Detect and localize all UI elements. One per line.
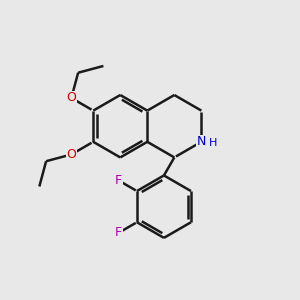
Text: F: F xyxy=(115,174,122,187)
Text: N: N xyxy=(197,135,206,148)
Text: F: F xyxy=(115,226,122,239)
Text: O: O xyxy=(66,148,76,161)
Text: O: O xyxy=(66,92,76,104)
Text: H: H xyxy=(208,138,217,148)
